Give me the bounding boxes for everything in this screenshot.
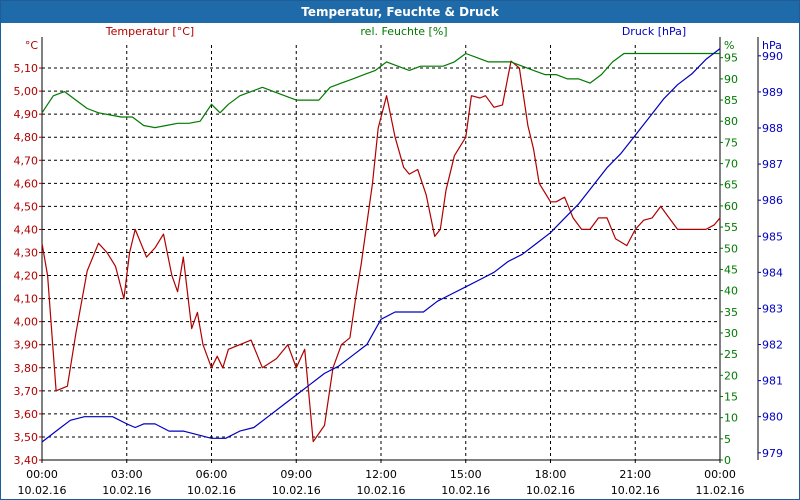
pressure-tick-label: 983	[762, 302, 783, 315]
temperature-axis-label: Temperatur [°C]	[105, 25, 194, 38]
temperature-tick-label: 4,80	[14, 131, 39, 144]
humidity-tick-label: 35	[724, 306, 738, 319]
pressure-tick-label: 988	[762, 122, 783, 135]
x-tick-time-label: 03:00	[111, 468, 143, 481]
x-tick-time-label: 00:00	[26, 468, 58, 481]
temperature-tick-label: 4,60	[14, 177, 39, 190]
x-tick-date-label: 10.02.16	[187, 484, 236, 497]
x-tick-time-label: 12:00	[365, 468, 397, 481]
temperature-tick-label: 4,10	[14, 293, 39, 306]
humidity-tick-label: 85	[724, 94, 738, 107]
temperature-tick-label: 3,60	[14, 408, 39, 421]
temperature-tick-label: 5,10	[14, 62, 39, 75]
temperature-tick-label: 3,40	[14, 454, 39, 467]
humidity-tick-label: 40	[724, 285, 738, 298]
humidity-line	[41, 52, 720, 129]
pressure-unit-label: hPa	[762, 39, 782, 52]
x-tick-time-label: 15:00	[450, 468, 482, 481]
temperature-unit-label: °C	[25, 39, 39, 52]
humidity-tick-label: 95	[724, 52, 738, 65]
x-tick-time-label: 21:00	[619, 468, 651, 481]
temperature-tick-label: 4,40	[14, 223, 39, 236]
humidity-tick-label: 25	[724, 348, 738, 361]
humidity-axis-label: rel. Feuchte [%]	[360, 25, 447, 38]
humidity-tick-label: 80	[724, 115, 738, 128]
temperature-tick-label: 4,00	[14, 316, 39, 329]
x-tick-date-label: 10.02.16	[102, 484, 151, 497]
humidity-tick-label: 45	[724, 263, 738, 276]
humidity-tick-label: 60	[724, 200, 738, 213]
x-tick-time-label: 06:00	[196, 468, 228, 481]
chart-title: Temperatur, Feuchte & Druck	[1, 1, 799, 23]
pressure-tick-label: 989	[762, 86, 783, 99]
pressure-tick-label: 984	[762, 266, 783, 279]
temperature-line	[41, 60, 721, 443]
pressure-tick-label: 985	[762, 230, 783, 243]
temperature-tick-label: 3,80	[14, 362, 39, 375]
temperature-tick-label: 5,00	[14, 85, 39, 98]
humidity-tick-label: 30	[724, 327, 738, 340]
temperature-tick-label: 3,70	[14, 385, 39, 398]
humidity-tick-label: 20	[724, 369, 738, 382]
x-tick-date-label: 10.02.16	[18, 484, 67, 497]
x-tick-time-label: 18:00	[535, 468, 567, 481]
temperature-tick-label: 3,50	[14, 431, 39, 444]
pressure-tick-label: 990	[762, 50, 783, 63]
x-tick-time-label: 00:00	[704, 468, 736, 481]
pressure-line	[41, 48, 721, 443]
pressure-tick-label: 979	[762, 447, 783, 460]
x-tick-date-label: 10.02.16	[526, 484, 575, 497]
humidity-tick-label: 90	[724, 73, 738, 86]
humidity-unit-label: %	[724, 39, 734, 52]
humidity-tick-label: 0	[724, 454, 731, 467]
temperature-tick-label: 4,50	[14, 200, 39, 213]
temperature-tick-label: 4,90	[14, 108, 39, 121]
temperature-tick-label: 4,30	[14, 247, 39, 260]
humidity-tick-label: 10	[724, 412, 738, 425]
x-tick-date-label: 11.02.16	[696, 484, 745, 497]
humidity-tick-label: 50	[724, 242, 738, 255]
x-tick-date-label: 10.02.16	[357, 484, 406, 497]
humidity-tick-label: 15	[724, 390, 738, 403]
pressure-tick-label: 986	[762, 194, 783, 207]
humidity-tick-label: 55	[724, 221, 738, 234]
humidity-tick-label: 65	[724, 179, 738, 192]
pressure-tick-label: 982	[762, 339, 783, 352]
temperature-tick-label: 3,90	[14, 339, 39, 352]
x-tick-time-label: 09:00	[280, 468, 312, 481]
humidity-tick-label: 5	[724, 433, 731, 446]
pressure-tick-label: 981	[762, 375, 783, 388]
pressure-tick-label: 987	[762, 158, 783, 171]
temperature-tick-label: 4,70	[14, 154, 39, 167]
x-tick-date-label: 10.02.16	[441, 484, 490, 497]
humidity-tick-label: 70	[724, 158, 738, 171]
x-tick-date-label: 10.02.16	[611, 484, 660, 497]
x-tick-date-label: 10.02.16	[272, 484, 321, 497]
pressure-axis-label: Druck [hPa]	[622, 25, 686, 38]
temperature-tick-label: 4,20	[14, 270, 39, 283]
humidity-tick-label: 75	[724, 136, 738, 149]
pressure-tick-label: 980	[762, 411, 783, 424]
